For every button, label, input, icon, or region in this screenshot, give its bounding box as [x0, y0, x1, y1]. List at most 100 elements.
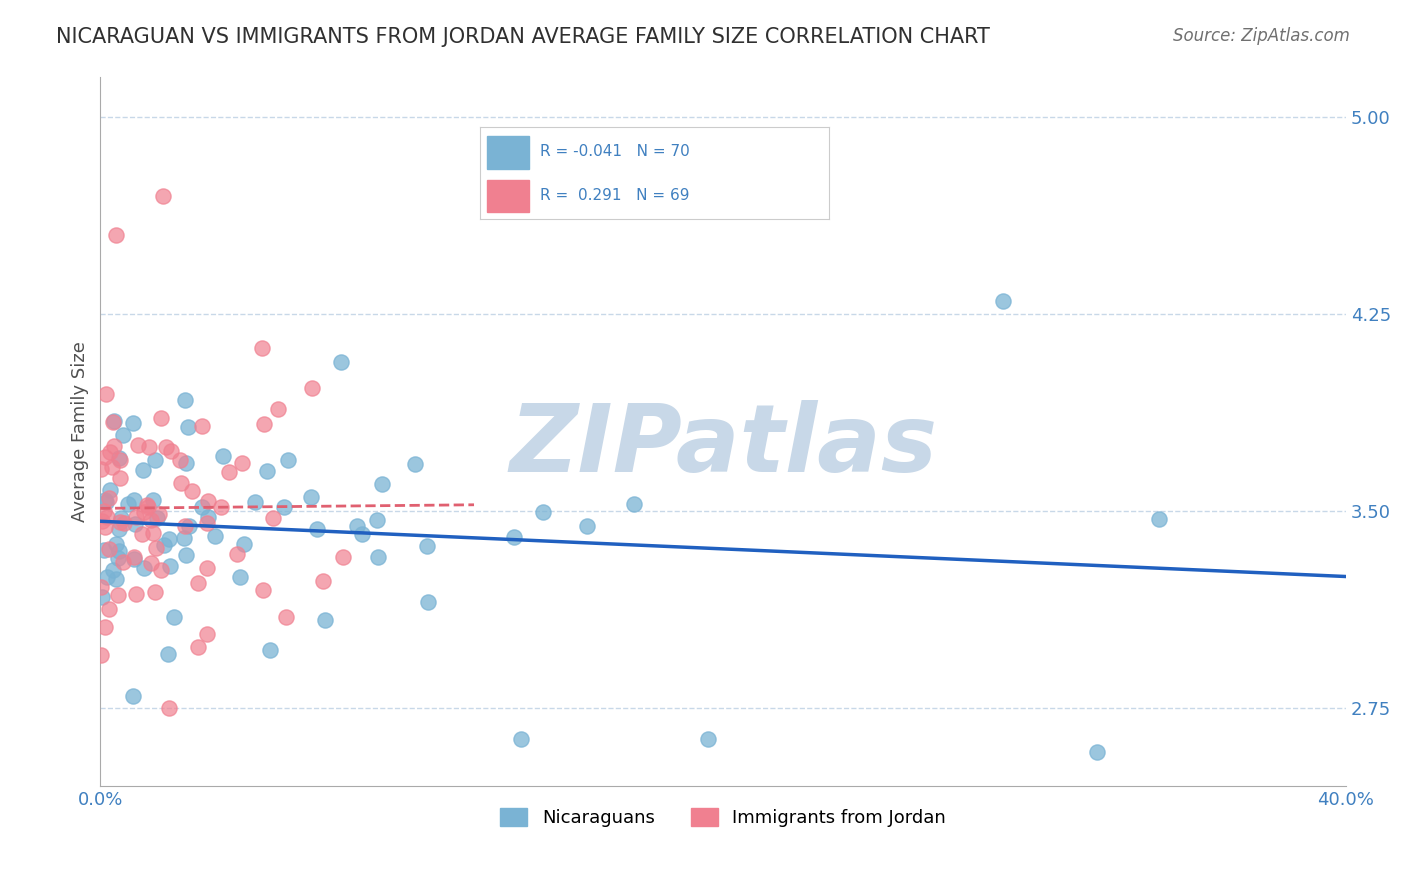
Point	[98, 483, 121, 498]
Point	[121, 689, 143, 703]
Point	[233, 536, 256, 550]
Point	[177, 420, 200, 434]
Point	[329, 355, 352, 369]
Point	[101, 563, 124, 577]
Point	[163, 609, 186, 624]
Point	[93, 542, 115, 557]
Point	[187, 576, 209, 591]
Point	[94, 387, 117, 401]
Point	[108, 522, 131, 536]
Point	[1085, 745, 1108, 759]
Point	[404, 457, 426, 471]
Point	[96, 510, 118, 524]
Point	[148, 508, 170, 522]
Point	[155, 440, 177, 454]
Point	[204, 529, 226, 543]
Point	[187, 640, 209, 654]
Point	[531, 505, 554, 519]
Point	[94, 495, 117, 509]
Point	[346, 518, 368, 533]
Point	[108, 544, 131, 558]
Point	[141, 556, 163, 570]
Point	[231, 456, 253, 470]
Point	[370, 476, 392, 491]
Point	[195, 561, 218, 575]
Point	[143, 585, 166, 599]
Y-axis label: Average Family Size: Average Family Size	[72, 342, 89, 523]
Point	[156, 648, 179, 662]
Point	[142, 493, 165, 508]
Point	[138, 500, 160, 514]
Point	[157, 700, 180, 714]
Point	[98, 542, 121, 557]
Point	[150, 563, 173, 577]
Point	[107, 588, 129, 602]
Point	[153, 538, 176, 552]
Point	[157, 533, 180, 547]
Point	[90, 580, 112, 594]
Point	[212, 449, 235, 463]
Point	[352, 527, 374, 541]
Point	[122, 493, 145, 508]
Legend: Nicaraguans, Immigrants from Jordan: Nicaraguans, Immigrants from Jordan	[494, 800, 953, 834]
Point	[146, 511, 169, 525]
Point	[173, 519, 195, 533]
Point	[105, 572, 128, 586]
Point	[191, 419, 214, 434]
Point	[152, 188, 174, 202]
Point	[111, 427, 134, 442]
Point	[993, 293, 1015, 308]
Point	[90, 462, 112, 476]
Point	[139, 513, 162, 527]
Point	[125, 510, 148, 524]
Text: NICARAGUAN VS IMMIGRANTS FROM JORDAN AVERAGE FAMILY SIZE CORRELATION CHART: NICARAGUAN VS IMMIGRANTS FROM JORDAN AVE…	[56, 27, 990, 46]
Point	[226, 547, 249, 561]
Point	[174, 549, 197, 563]
Point	[142, 526, 165, 541]
Point	[299, 491, 322, 505]
Point	[307, 522, 329, 536]
Point	[174, 392, 197, 407]
Point	[149, 411, 172, 425]
Text: ZIPatlas: ZIPatlas	[509, 401, 938, 492]
Point	[253, 417, 276, 431]
Point	[311, 574, 333, 588]
Point	[97, 491, 120, 505]
Point	[98, 445, 121, 459]
Point	[267, 402, 290, 417]
Point	[108, 515, 131, 529]
Point	[195, 516, 218, 531]
Point	[174, 456, 197, 470]
Point	[276, 610, 298, 624]
Point	[124, 587, 146, 601]
Point	[623, 497, 645, 511]
Point	[218, 465, 240, 479]
Point	[1147, 511, 1170, 525]
Point	[332, 549, 354, 564]
Point	[145, 541, 167, 556]
Point	[366, 513, 388, 527]
Point	[127, 438, 149, 452]
Point	[103, 439, 125, 453]
Point	[94, 493, 117, 508]
Point	[415, 540, 437, 554]
Point	[108, 450, 131, 465]
Point	[250, 341, 273, 355]
Point	[229, 569, 252, 583]
Point	[143, 453, 166, 467]
Point	[121, 416, 143, 430]
Point	[112, 516, 135, 530]
Point	[256, 463, 278, 477]
Point	[191, 500, 214, 514]
Point	[132, 463, 155, 477]
Point	[110, 511, 132, 525]
Point	[108, 470, 131, 484]
Point	[243, 495, 266, 509]
Point	[105, 537, 128, 551]
Point	[94, 620, 117, 634]
Point	[124, 551, 146, 566]
Point	[197, 510, 219, 524]
Point	[107, 550, 129, 565]
Point	[259, 643, 281, 657]
Point	[177, 519, 200, 533]
